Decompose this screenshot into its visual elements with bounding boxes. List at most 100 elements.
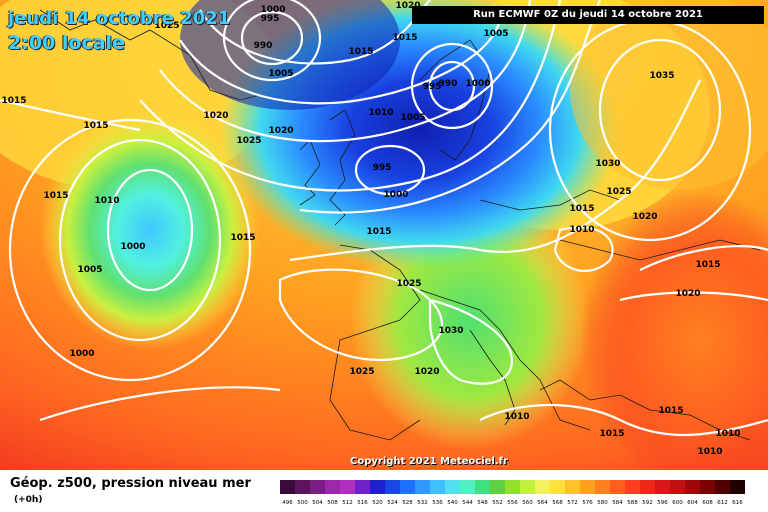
scale-tick-label: 524 bbox=[387, 500, 398, 506]
isobar-label: 1000 bbox=[120, 242, 145, 252]
scale-swatch bbox=[430, 480, 445, 494]
scale-tick-label: 500 bbox=[297, 500, 308, 506]
scale-swatch bbox=[685, 480, 700, 494]
scale-tick-label: 520 bbox=[372, 500, 383, 506]
scale-swatch bbox=[580, 480, 595, 494]
isobar-label: 1010 bbox=[569, 225, 594, 235]
scale-tick-label: 584 bbox=[612, 500, 623, 506]
scale-swatch bbox=[280, 480, 295, 494]
scale-swatch bbox=[415, 480, 430, 494]
isobar-label: 1000 bbox=[69, 349, 94, 359]
isobar-label: 1010 bbox=[715, 429, 740, 439]
scale-swatch bbox=[505, 480, 520, 494]
copyright-text: Copyright 2021 Meteociel.fr bbox=[350, 456, 508, 467]
scale-tick-label: 556 bbox=[507, 500, 518, 506]
scale-tick-label: 580 bbox=[597, 500, 608, 506]
scale-swatch bbox=[475, 480, 490, 494]
scale-swatch bbox=[670, 480, 685, 494]
scale-swatch bbox=[460, 480, 475, 494]
isobar-label: 1005 bbox=[400, 113, 425, 123]
isobar-label: 990 bbox=[439, 79, 458, 89]
scale-tick-label: 600 bbox=[672, 500, 683, 506]
isobar-label: 1020 bbox=[395, 1, 420, 11]
scale-tick-label: 516 bbox=[357, 500, 368, 506]
scale-swatch bbox=[535, 480, 550, 494]
isobar-label: 1025 bbox=[396, 279, 421, 289]
isobar-label: 1020 bbox=[675, 289, 700, 299]
isobar-label: 1015 bbox=[230, 233, 255, 243]
isobar-label: 1015 bbox=[348, 47, 373, 57]
isobar-label: 1020 bbox=[632, 212, 657, 222]
isobar-label: 1015 bbox=[695, 260, 720, 270]
field-east bbox=[580, 190, 768, 470]
scale-tick-label: 548 bbox=[477, 500, 488, 506]
color-scale: 496 500 504 508 512 516 520 524 528 532 536 540 544 5… bbox=[280, 480, 745, 506]
legend-title: Géop. z500, pression niveau mer bbox=[10, 476, 251, 491]
scale-swatch bbox=[325, 480, 340, 494]
isobar-label: 1005 bbox=[268, 69, 293, 79]
isobar-label: 990 bbox=[254, 41, 273, 51]
isobar-label: 995 bbox=[373, 163, 392, 173]
forecast-time: 2:00 locale bbox=[8, 32, 125, 54]
isobar-label: 1015 bbox=[599, 429, 624, 439]
scale-tick-label: 508 bbox=[327, 500, 338, 506]
scale-tick-label: 560 bbox=[522, 500, 533, 506]
isobar-label: 1010 bbox=[697, 447, 722, 457]
isobar-label: 1030 bbox=[595, 159, 620, 169]
isobar-label: 1005 bbox=[77, 265, 102, 275]
scale-swatch bbox=[445, 480, 460, 494]
isobar-label: 1015 bbox=[392, 33, 417, 43]
scale-tick-label: 612 bbox=[717, 500, 728, 506]
scale-tick-label: 544 bbox=[462, 500, 473, 506]
scale-swatch bbox=[655, 480, 670, 494]
forecast-date: jeudi 14 octobre 2021 bbox=[8, 8, 231, 29]
isobar-label: 1035 bbox=[649, 71, 674, 81]
isobars bbox=[0, 0, 768, 435]
isobar-label: 1025 bbox=[349, 367, 374, 377]
scale-tick-label: 528 bbox=[402, 500, 413, 506]
isobar-label: 1015 bbox=[366, 227, 391, 237]
isobar-label: 1025 bbox=[606, 187, 631, 197]
isobar-label: 1025 bbox=[236, 136, 261, 146]
isobar-label: 995 bbox=[423, 82, 442, 92]
scale-swatch bbox=[370, 480, 385, 494]
isobar-label: 1000 bbox=[383, 190, 408, 200]
scale-swatch bbox=[310, 480, 325, 494]
scale-swatch bbox=[400, 480, 415, 494]
scale-swatch bbox=[295, 480, 310, 494]
scale-tick-label: 616 bbox=[732, 500, 743, 506]
scale-tick-label: 572 bbox=[567, 500, 578, 506]
field-ne-high bbox=[570, 0, 768, 190]
isobar-label: 1030 bbox=[438, 326, 463, 336]
scale-swatch bbox=[340, 480, 355, 494]
scale-tick-label: 540 bbox=[447, 500, 458, 506]
field-low-core bbox=[180, 0, 400, 110]
isobar-label: 1025 bbox=[154, 21, 179, 31]
scale-swatch bbox=[520, 480, 535, 494]
isobar-label: 1010 bbox=[94, 196, 119, 206]
isobar-label: 1000 bbox=[260, 5, 285, 15]
isobar-label: 1015 bbox=[43, 191, 68, 201]
scale-tick-label: 568 bbox=[552, 500, 563, 506]
scale-swatch bbox=[595, 480, 610, 494]
scale-tick-label: 604 bbox=[687, 500, 698, 506]
scale-swatch bbox=[700, 480, 715, 494]
scale-tick-label: 576 bbox=[582, 500, 593, 506]
isobar-label: 1010 bbox=[504, 412, 529, 422]
scale-tick-label: 596 bbox=[657, 500, 668, 506]
isobar-label: 1005 bbox=[483, 29, 508, 39]
scale-tick-label: 588 bbox=[627, 500, 638, 506]
scale-tick-label: 552 bbox=[492, 500, 503, 506]
scale-swatch bbox=[550, 480, 565, 494]
isobar-label: 995 bbox=[261, 14, 280, 24]
isobar-label: 1015 bbox=[1, 96, 26, 106]
scale-tick-label: 592 bbox=[642, 500, 653, 506]
legend-subtitle: (+0h) bbox=[14, 495, 43, 505]
isobar-label: 1020 bbox=[414, 367, 439, 377]
scale-tick-label: 512 bbox=[342, 500, 353, 506]
scale-swatch bbox=[565, 480, 580, 494]
scale-tick-label: 504 bbox=[312, 500, 323, 506]
